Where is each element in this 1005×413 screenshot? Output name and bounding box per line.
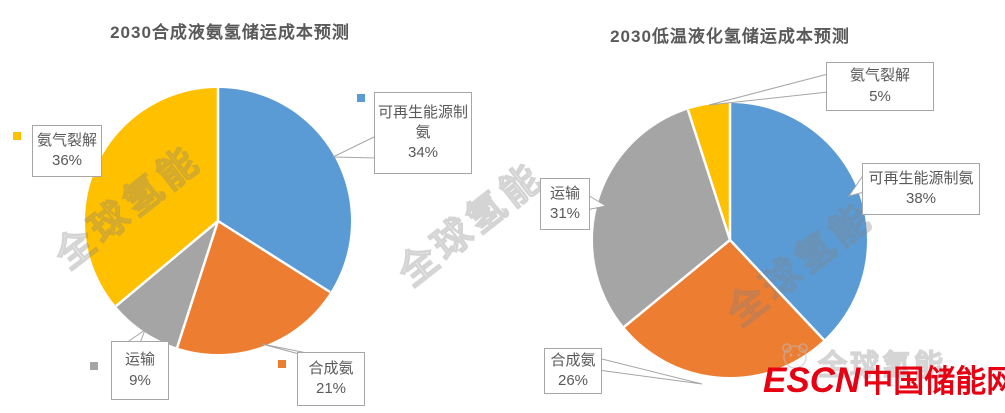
watermark-text: 全球氢能 bbox=[817, 349, 947, 382]
data-label-ammonia-cracking-right: 氨气裂解 5% bbox=[826, 62, 934, 111]
escn-logo-cn: 中国储能网 bbox=[862, 364, 1005, 399]
slice-name: 运输 bbox=[124, 351, 155, 369]
slice-name: 氨气裂解 bbox=[849, 67, 910, 85]
data-label-transport-right: 运输 31% bbox=[540, 178, 590, 230]
chart-title-liquid-hydrogen: 2030低温液化氢储运成本预测 bbox=[610, 27, 850, 46]
data-label-synthetic-ammonia: 合成氨 21% bbox=[297, 352, 365, 406]
slice-name: 合成氨 bbox=[308, 359, 354, 377]
slice-name: 氨气裂解 bbox=[36, 131, 97, 149]
slice-name: 可再生能源制氨 bbox=[868, 169, 974, 187]
legend-marker-blue bbox=[357, 94, 365, 102]
slice-name: 可再生能源制氨 bbox=[377, 103, 468, 141]
chart-title-ammonia: 2030合成液氨氢储运成本预测 bbox=[110, 23, 350, 42]
data-label-renewable-ammonia: 可再生能源制氨 34% bbox=[374, 92, 472, 174]
legend-marker-orange bbox=[278, 360, 286, 368]
escn-logo-en: ESCN bbox=[763, 361, 861, 400]
slice-percent: 38% bbox=[905, 190, 937, 207]
data-label-ammonia-cracking: 氨气裂解 36% bbox=[32, 125, 102, 177]
slice-percent: 5% bbox=[869, 87, 891, 105]
legend-marker-gray bbox=[90, 362, 98, 370]
slice-name: 运输 bbox=[549, 184, 580, 202]
data-label-synthetic-ammonia-right: 合成氨 26% bbox=[544, 348, 602, 394]
slice-percent: 31% bbox=[549, 205, 581, 222]
escn-logo: ESCN 中国储能网 bbox=[763, 356, 1005, 401]
slice-percent: 9% bbox=[129, 371, 151, 389]
data-label-renewable-right: 可再生能源制氨 38% bbox=[862, 163, 980, 215]
slice-percent: 36% bbox=[51, 152, 83, 169]
panda-watermark-icon bbox=[782, 343, 808, 369]
slice-percent: 21% bbox=[315, 380, 347, 397]
slice-percent: 34% bbox=[407, 144, 439, 162]
legend-marker-yellow bbox=[13, 132, 21, 140]
slice-percent: 26% bbox=[557, 372, 589, 389]
data-label-transport: 运输 9% bbox=[111, 341, 169, 400]
slice-name: 合成氨 bbox=[550, 351, 596, 369]
